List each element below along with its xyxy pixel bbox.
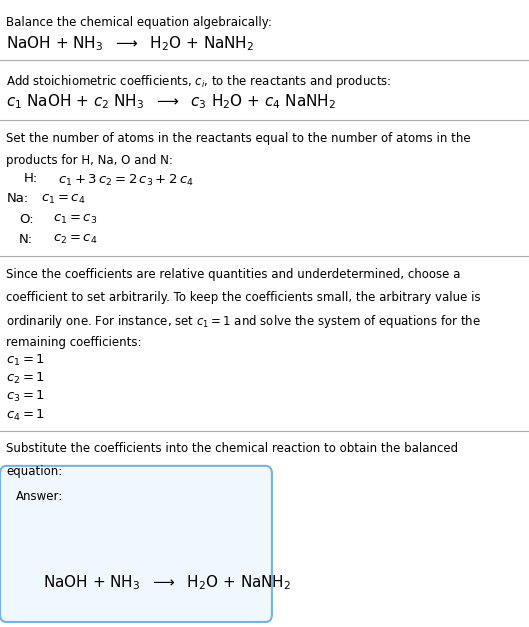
Text: $c_1$ NaOH + $c_2$ NH$_3$  $\longrightarrow$  $c_3$ H$_2$O + $c_4$ NaNH$_2$: $c_1$ NaOH + $c_2$ NH$_3$ $\longrightarr… [6, 92, 336, 111]
Text: H:: H: [24, 172, 38, 186]
Text: equation:: equation: [6, 465, 62, 478]
Text: N:: N: [19, 233, 33, 246]
Text: Balance the chemical equation algebraically:: Balance the chemical equation algebraica… [6, 16, 272, 29]
Text: products for H, Na, O and N:: products for H, Na, O and N: [6, 154, 173, 167]
Text: remaining coefficients:: remaining coefficients: [6, 336, 142, 349]
Text: $c_1 = c_3$: $c_1 = c_3$ [53, 213, 98, 226]
Text: Add stoichiometric coefficients, $c_i$, to the reactants and products:: Add stoichiometric coefficients, $c_i$, … [6, 73, 392, 90]
Text: $c_3 = 1$: $c_3 = 1$ [6, 389, 45, 404]
Text: $c_4 = 1$: $c_4 = 1$ [6, 408, 45, 423]
Text: $c_2 = 1$: $c_2 = 1$ [6, 371, 45, 386]
Text: coefficient to set arbitrarily. To keep the coefficients small, the arbitrary va: coefficient to set arbitrarily. To keep … [6, 291, 481, 304]
Text: NaOH + NH$_3$  $\longrightarrow$  H$_2$O + NaNH$_2$: NaOH + NH$_3$ $\longrightarrow$ H$_2$O +… [6, 34, 254, 53]
FancyBboxPatch shape [0, 466, 272, 622]
Text: Substitute the coefficients into the chemical reaction to obtain the balanced: Substitute the coefficients into the che… [6, 442, 459, 455]
Text: NaOH + NH$_3$  $\longrightarrow$  H$_2$O + NaNH$_2$: NaOH + NH$_3$ $\longrightarrow$ H$_2$O +… [43, 574, 291, 593]
Text: $c_2 = c_4$: $c_2 = c_4$ [53, 233, 98, 246]
Text: $c_1 + 3\,c_2 = 2\,c_3 + 2\,c_4$: $c_1 + 3\,c_2 = 2\,c_3 + 2\,c_4$ [58, 172, 194, 187]
Text: Since the coefficients are relative quantities and underdetermined, choose a: Since the coefficients are relative quan… [6, 268, 461, 282]
Text: ordinarily one. For instance, set $c_1 = 1$ and solve the system of equations fo: ordinarily one. For instance, set $c_1 =… [6, 314, 481, 330]
Text: $c_1 = c_4$: $c_1 = c_4$ [41, 192, 85, 206]
Text: O:: O: [19, 213, 34, 226]
Text: $c_1 = 1$: $c_1 = 1$ [6, 353, 45, 368]
Text: Answer:: Answer: [16, 490, 63, 503]
Text: Na:: Na: [6, 192, 29, 206]
Text: Set the number of atoms in the reactants equal to the number of atoms in the: Set the number of atoms in the reactants… [6, 132, 471, 145]
